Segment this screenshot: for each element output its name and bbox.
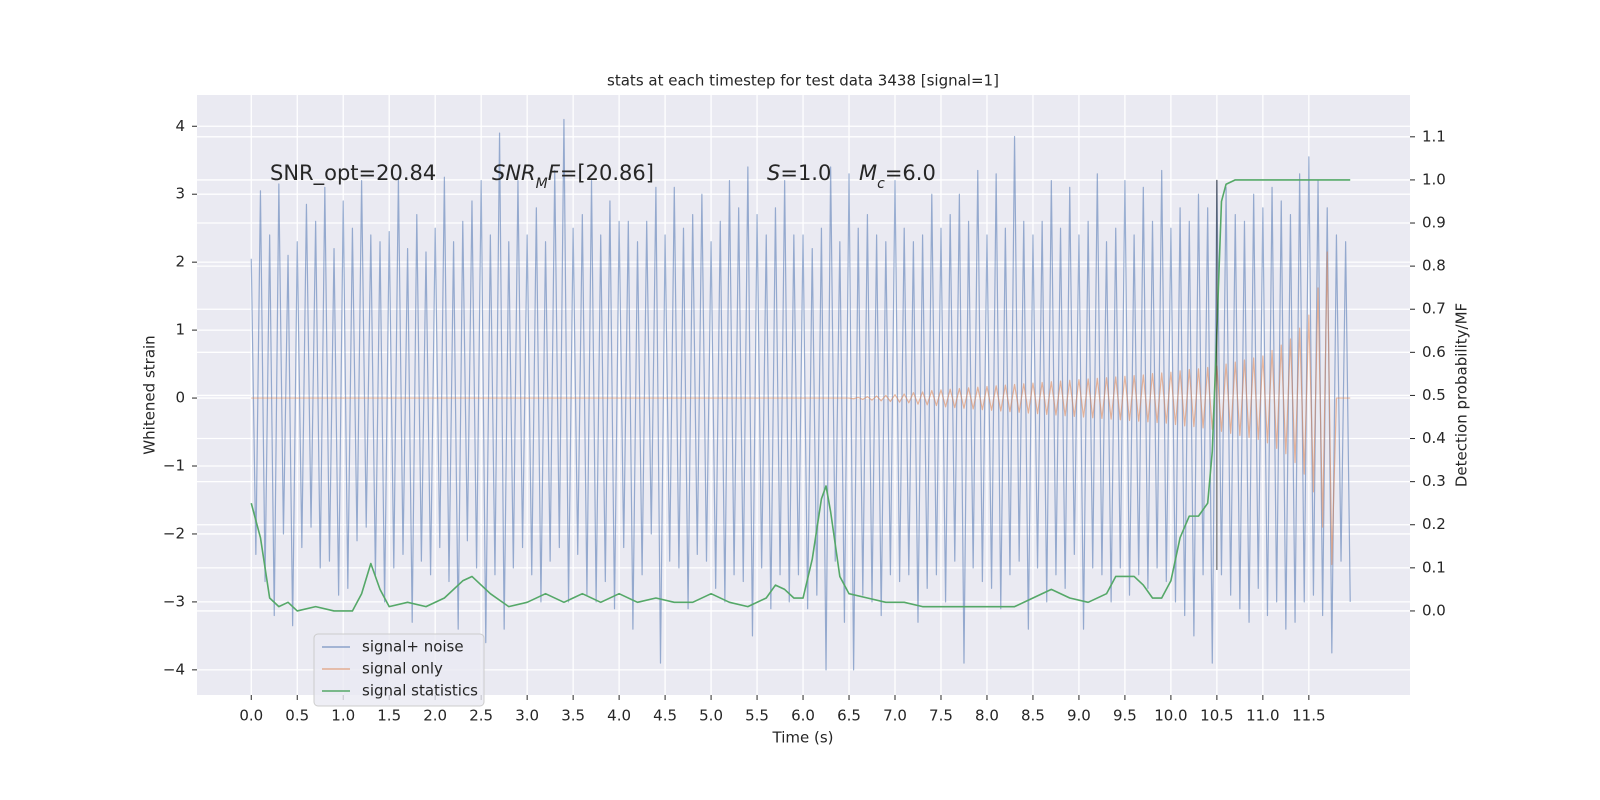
- y2-tick-label: 0.7: [1422, 300, 1446, 318]
- x-tick-label: 2.0: [423, 707, 447, 725]
- y-tick-label: 1: [175, 321, 185, 339]
- y-tick-label: 4: [175, 117, 185, 135]
- chart-title: stats at each timestep for test data 343…: [607, 72, 999, 90]
- y2-axis-label: Detection probability/MF: [1453, 303, 1471, 487]
- y2-tick-label: 0.8: [1422, 257, 1446, 275]
- y2-tick-label: 1.0: [1422, 170, 1446, 188]
- x-tick-label: 4.0: [607, 707, 631, 725]
- y-tick-label: −3: [163, 592, 185, 610]
- annotation-part: M: [859, 161, 877, 185]
- y2-tick-label: 0.6: [1422, 343, 1446, 361]
- y2-tick-label: 0.9: [1422, 214, 1446, 232]
- x-tick-label: 8.5: [1021, 707, 1045, 725]
- legend-label: signal statistics: [362, 682, 478, 700]
- x-tick-label: 0.5: [285, 707, 309, 725]
- x-tick-label: 9.0: [1067, 707, 1091, 725]
- x-tick-label: 8.0: [975, 707, 999, 725]
- annotation-part: SNR_opt=20.84: [270, 161, 436, 186]
- x-tick-label: 11.5: [1292, 707, 1325, 725]
- annotation-part: =[20.86]: [560, 161, 654, 185]
- y2-tick-label: 0.1: [1422, 558, 1446, 576]
- x-tick-label: 6.5: [837, 707, 861, 725]
- annotation: SNRMF=[20.86]: [492, 161, 654, 192]
- x-tick-label: 10.0: [1154, 707, 1187, 725]
- y2-tick-label: 0.2: [1422, 515, 1446, 533]
- x-tick-label: 6.0: [791, 707, 815, 725]
- annotation-part: SNR: [492, 161, 536, 185]
- y2-tick-label: 0.0: [1422, 601, 1446, 619]
- series-line: [251, 251, 1351, 566]
- y-tick-label: 2: [175, 253, 185, 271]
- annotation-part: M: [536, 176, 548, 192]
- y-tick-label: −2: [163, 524, 185, 542]
- legend-label: signal only: [362, 660, 443, 678]
- x-tick-label: 3.0: [515, 707, 539, 725]
- x-tick-label: 1.0: [331, 707, 355, 725]
- annotation-part: F: [548, 161, 561, 185]
- y2-tick-label: 0.4: [1422, 429, 1446, 447]
- annotation-part: =6.0: [885, 161, 936, 185]
- x-tick-label: 7.0: [883, 707, 907, 725]
- annotation-part: c: [877, 176, 885, 192]
- x-tick-label: 7.5: [929, 707, 953, 725]
- x-tick-label: 0.0: [239, 707, 263, 725]
- x-tick-label: 5.5: [745, 707, 769, 725]
- annotation: Mc=6.0: [859, 161, 936, 192]
- y-tick-label: −4: [163, 660, 185, 678]
- x-tick-label: 3.5: [561, 707, 585, 725]
- y-tick-label: 3: [175, 185, 185, 203]
- annotation-part: =1.0: [780, 161, 831, 185]
- x-tick-label: 9.5: [1113, 707, 1137, 725]
- x-tick-label: 2.5: [469, 707, 493, 725]
- y-axis-label: Whitened strain: [141, 335, 159, 454]
- x-tick-label: 1.5: [377, 707, 401, 725]
- x-tick-label: 4.5: [653, 707, 677, 725]
- y-tick-label: −1: [163, 457, 185, 475]
- y2-tick-label: 0.5: [1422, 386, 1446, 404]
- x-tick-label: 5.0: [699, 707, 723, 725]
- annotation-part: S: [767, 161, 780, 185]
- y2-tick-label: 0.3: [1422, 472, 1446, 490]
- series-line: [250, 118, 1351, 671]
- x-axis-label: Time (s): [772, 729, 834, 747]
- legend-label: signal+ noise: [362, 638, 464, 656]
- annotation: S=1.0: [767, 161, 831, 185]
- annotation: SNR_opt=20.84: [270, 161, 436, 186]
- series-line: [250, 179, 1351, 612]
- x-tick-label: 10.5: [1200, 707, 1233, 725]
- x-tick-label: 11.0: [1246, 707, 1279, 725]
- legend-box: [313, 633, 485, 707]
- y-tick-label: 0: [175, 389, 185, 407]
- y2-tick-label: 1.1: [1422, 127, 1446, 145]
